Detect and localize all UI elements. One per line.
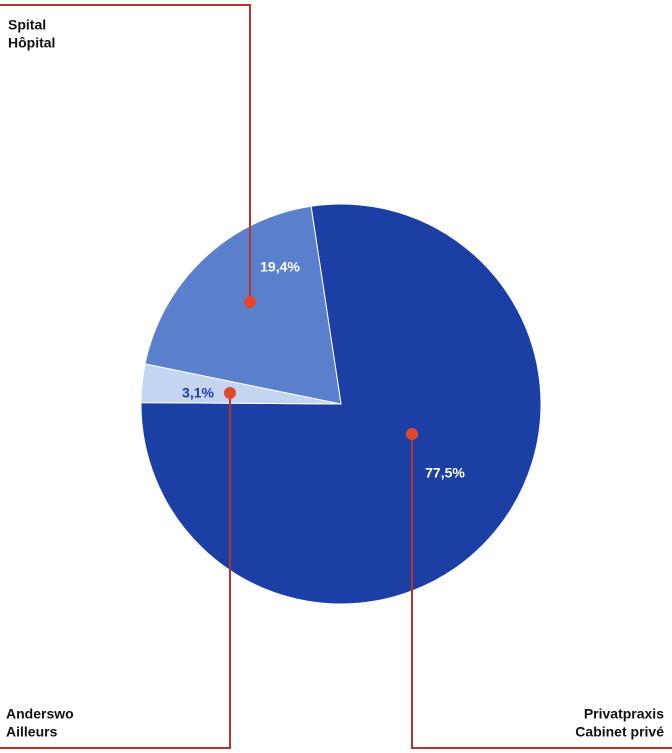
slice-label: Hôpital: [8, 35, 55, 51]
slice-label: Anderswo: [6, 706, 74, 722]
slice-label: Ailleurs: [6, 724, 58, 740]
value-label: 3,1%: [182, 385, 214, 401]
pie-slice: [144, 205, 342, 405]
value-label: 77,5%: [425, 465, 465, 481]
slice-label: Spital: [8, 17, 46, 33]
slice-label: Cabinet privé: [575, 724, 664, 740]
value-label: 19,4%: [260, 259, 300, 275]
slice-label: Privatpraxis: [584, 706, 664, 722]
leader-dot: [244, 296, 256, 308]
leader-line: [0, 4, 251, 302]
leader-line: [411, 434, 672, 749]
leader-dot: [224, 387, 236, 399]
leader-line: [0, 393, 231, 749]
leader-dot: [406, 428, 418, 440]
